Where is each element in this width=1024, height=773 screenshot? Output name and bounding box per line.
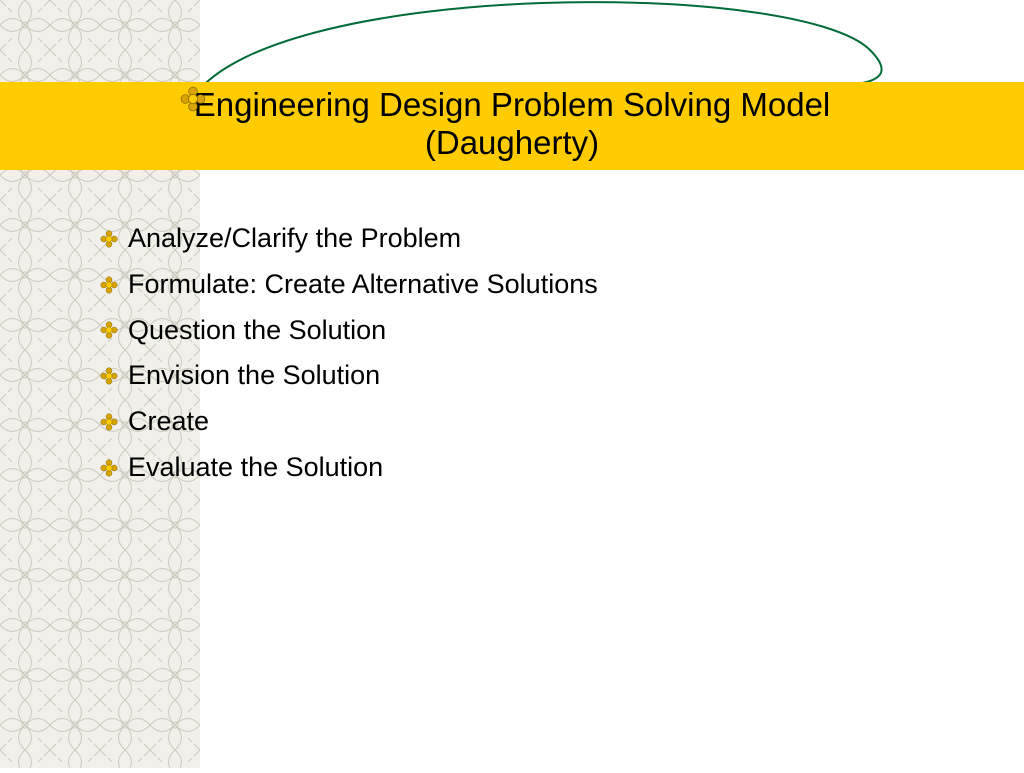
list-item: Analyze/Clarify the Problem xyxy=(100,220,598,258)
list-item: Create xyxy=(100,403,598,441)
flower-bullet-icon xyxy=(100,321,118,339)
flower-bullet-icon xyxy=(100,230,118,248)
slide-title-line2: (Daugherty) xyxy=(20,124,1004,162)
flower-bullet-icon xyxy=(100,276,118,294)
title-band: Engineering Design Problem Solving Model… xyxy=(0,82,1024,170)
flower-bullet-icon xyxy=(100,459,118,477)
bullet-text: Question the Solution xyxy=(128,312,386,350)
bullet-text: Analyze/Clarify the Problem xyxy=(128,220,461,258)
slide-title-line1: Engineering Design Problem Solving Model xyxy=(20,86,1004,124)
bullet-text: Formulate: Create Alternative Solutions xyxy=(128,266,598,304)
bullet-text: Evaluate the Solution xyxy=(128,449,383,487)
list-item: Question the Solution xyxy=(100,312,598,350)
bullet-text: Create xyxy=(128,403,209,441)
bullet-text: Envision the Solution xyxy=(128,357,380,395)
list-item: Formulate: Create Alternative Solutions xyxy=(100,266,598,304)
flower-bullet-icon xyxy=(100,413,118,431)
list-item: Envision the Solution xyxy=(100,357,598,395)
list-item: Evaluate the Solution xyxy=(100,449,598,487)
flower-bullet-icon xyxy=(180,86,206,112)
bullet-list: Analyze/Clarify the Problem Formulate: Cr… xyxy=(100,220,598,495)
flower-bullet-icon xyxy=(100,367,118,385)
